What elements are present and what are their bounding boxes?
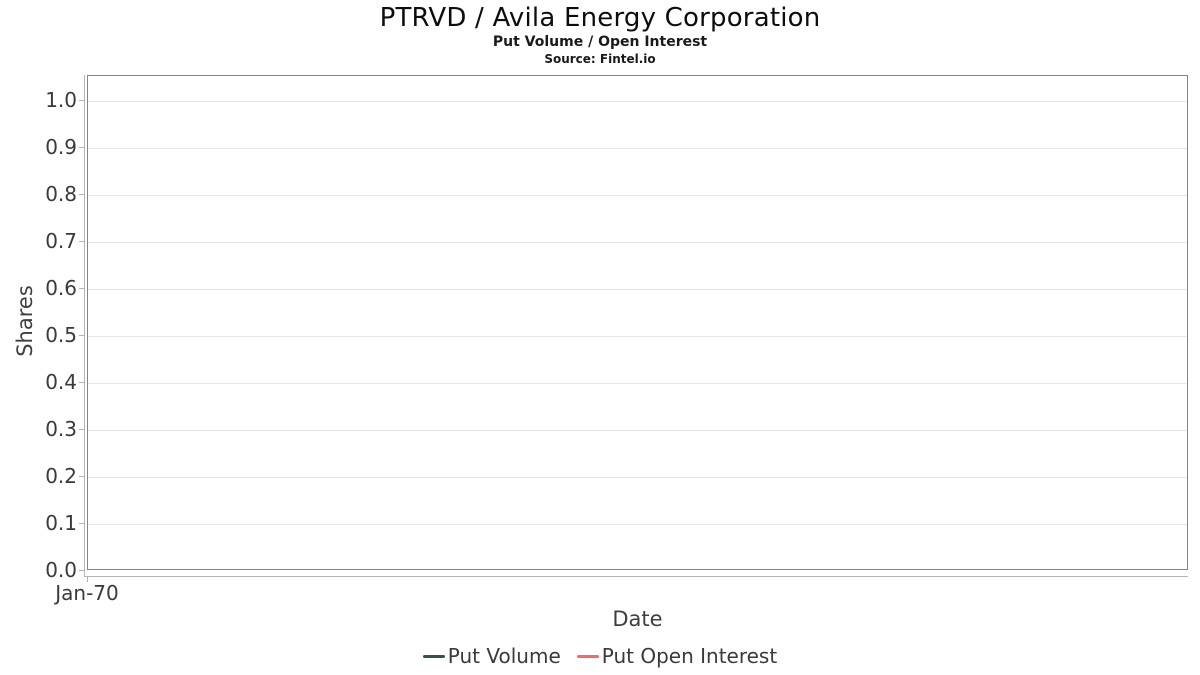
y-tick-mark bbox=[79, 194, 85, 195]
y-tick-mark bbox=[79, 100, 85, 101]
y-tick-label: 0.7 bbox=[45, 229, 77, 253]
y-tick-mark bbox=[79, 288, 85, 289]
y-tick-mark bbox=[79, 335, 85, 336]
plot-area bbox=[87, 75, 1188, 570]
chart-source: Source: Fintel.io bbox=[544, 52, 656, 66]
gridline bbox=[88, 383, 1187, 384]
put-volume-swatch bbox=[422, 654, 445, 658]
chart-title: PTRVD / Avila Energy Corporation bbox=[379, 3, 821, 33]
y-tick-mark bbox=[79, 241, 85, 242]
gridline bbox=[88, 430, 1187, 431]
y-tick-mark bbox=[79, 382, 85, 383]
y-tick-mark bbox=[79, 570, 85, 571]
y-tick-label: 0.9 bbox=[45, 135, 77, 159]
legend-label: Put Open Interest bbox=[601, 644, 778, 668]
gridline bbox=[88, 289, 1187, 290]
y-tick-mark bbox=[79, 429, 85, 430]
y-tick-mark bbox=[79, 147, 85, 148]
gridline bbox=[88, 477, 1187, 478]
legend-item: Put Open Interest bbox=[576, 644, 778, 668]
gridline bbox=[88, 242, 1187, 243]
y-tick-label: 0.5 bbox=[45, 323, 77, 347]
x-axis-line bbox=[84, 576, 1188, 577]
x-tick-mark bbox=[87, 577, 88, 582]
y-tick-mark bbox=[79, 476, 85, 477]
y-axis-line bbox=[84, 75, 85, 576]
y-tick-label: 0.8 bbox=[45, 182, 77, 206]
y-tick-label: 0.6 bbox=[45, 276, 77, 300]
y-tick-mark bbox=[79, 523, 85, 524]
y-tick-label: 0.2 bbox=[45, 464, 77, 488]
x-tick-label: Jan-70 bbox=[55, 581, 119, 605]
legend-label: Put Volume bbox=[447, 644, 561, 668]
put-open-interest-swatch bbox=[576, 654, 599, 658]
y-tick-label: 1.0 bbox=[45, 88, 77, 112]
legend: Put Volume Put Open Interest bbox=[0, 644, 1200, 668]
x-axis-label: Date bbox=[612, 607, 663, 631]
gridline bbox=[88, 101, 1187, 102]
legend-item: Put Volume bbox=[422, 644, 561, 668]
y-tick-label: 0.0 bbox=[45, 558, 77, 582]
chart-subtitle: Put Volume / Open Interest bbox=[492, 34, 708, 50]
gridline bbox=[88, 195, 1187, 196]
y-tick-label: 0.3 bbox=[45, 417, 77, 441]
gridline bbox=[88, 148, 1187, 149]
y-tick-label: 0.1 bbox=[45, 511, 77, 535]
gridline bbox=[88, 524, 1187, 525]
y-tick-label: 0.4 bbox=[45, 370, 77, 394]
gridline bbox=[88, 336, 1187, 337]
